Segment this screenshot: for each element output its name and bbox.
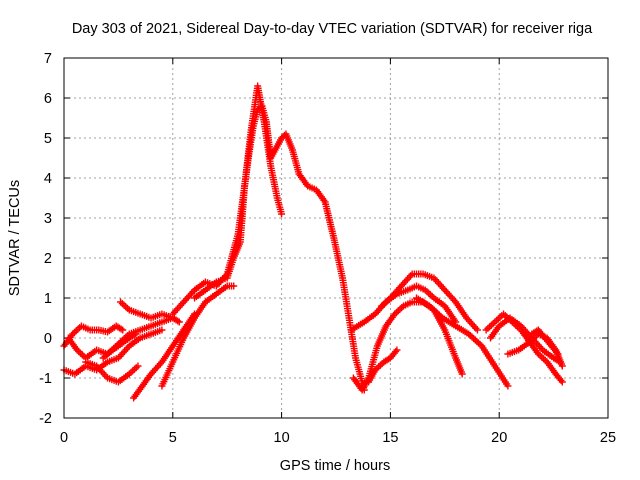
data-point (230, 282, 238, 290)
data-point (558, 378, 566, 386)
x-tick-label: 0 (60, 430, 68, 446)
data-points (60, 82, 566, 402)
x-tick-label: 15 (382, 430, 398, 446)
y-tick-label: 1 (44, 291, 52, 307)
y-tick-label: 2 (44, 251, 52, 267)
data-point (554, 350, 562, 358)
data-point (278, 210, 286, 218)
y-tick-label: 4 (44, 171, 52, 187)
data-point (558, 362, 566, 370)
data-point (393, 346, 401, 354)
x-tick-label: 25 (600, 430, 616, 446)
series-sat-o (365, 346, 401, 386)
data-point (174, 317, 182, 325)
y-tick-label: 6 (44, 91, 52, 107)
data-point (392, 348, 400, 356)
series-sat-d (82, 358, 142, 386)
data-point (557, 376, 565, 384)
chart-title: Day 303 of 2021, Sidereal Day-to-day VTE… (72, 21, 593, 37)
y-tick-label: -1 (39, 371, 52, 387)
y-axis-ticks: -2 -1 0 1 2 3 4 5 6 7 (39, 51, 608, 427)
series-sat-a (60, 322, 127, 350)
y-tick-label: 3 (44, 211, 52, 227)
series-sat-f (117, 298, 183, 326)
plot-frame (63, 57, 609, 419)
data-point (553, 348, 561, 356)
series-sat-s (528, 326, 562, 358)
x-tick-label: 10 (274, 430, 290, 446)
data-point (134, 362, 142, 370)
data-point (504, 382, 512, 390)
y-tick-label: -2 (39, 411, 52, 427)
data-point (175, 318, 183, 326)
data-point (458, 370, 466, 378)
series-sat-n (413, 294, 512, 390)
data-point (158, 326, 166, 334)
x-tick-label: 20 (491, 430, 507, 446)
series-sat-m (378, 270, 481, 334)
x-tick-label: 5 (169, 430, 177, 446)
series-sat-j (191, 102, 368, 394)
x-axis-label: GPS time / hours (280, 458, 390, 474)
y-tick-label: 0 (44, 331, 52, 347)
series-sat-p (482, 310, 566, 386)
data-point (119, 326, 127, 334)
y-tick-label: 5 (44, 131, 52, 147)
y-tick-label: 7 (44, 51, 52, 67)
data-point (473, 326, 481, 334)
data-point (117, 325, 125, 333)
y-axis-label: SDTVAR / TECUs (7, 180, 23, 296)
series-sat-h (158, 282, 238, 390)
